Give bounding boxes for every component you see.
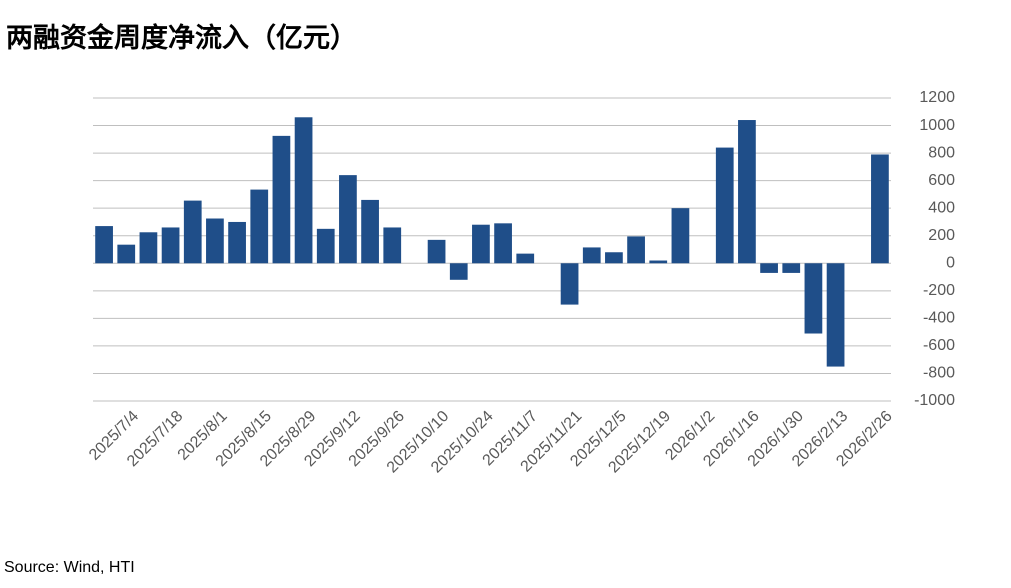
y-tick-label: 1200 [919, 89, 955, 106]
y-tick-label: 0 [946, 254, 955, 271]
bar [826, 263, 845, 367]
bar [183, 200, 202, 264]
bar [316, 228, 335, 264]
y-tick-label: 600 [928, 172, 955, 189]
bar [582, 247, 601, 264]
bar [383, 227, 402, 264]
bar [605, 252, 623, 264]
y-tick-label: 200 [928, 227, 955, 244]
bar [715, 147, 734, 264]
bar [117, 244, 136, 264]
y-tick-label: 800 [928, 144, 955, 161]
source: Source: Wind, HTI [4, 559, 135, 576]
bar [339, 175, 357, 264]
bar [250, 189, 269, 264]
bar [206, 218, 224, 264]
bar [228, 221, 246, 264]
bar [361, 199, 379, 264]
y-tick-label: -800 [923, 365, 955, 382]
y-tick-label: -600 [923, 337, 955, 354]
bar [494, 223, 512, 264]
bar [95, 226, 113, 264]
bar [649, 260, 668, 264]
bar [449, 263, 468, 280]
bar [427, 239, 446, 264]
y-tick-label: -400 [923, 310, 955, 327]
bar [782, 263, 801, 273]
bar [139, 232, 158, 264]
bar [272, 135, 291, 264]
y-tick-label: -200 [923, 282, 955, 299]
bar [516, 253, 535, 264]
bar [671, 208, 690, 264]
bar [560, 263, 579, 305]
bar [472, 224, 490, 264]
bar [627, 236, 645, 264]
bar [738, 120, 756, 264]
bar [804, 263, 823, 334]
bar [871, 154, 889, 264]
y-tick-label: -1000 [914, 392, 955, 409]
chart-title: 两融资金周度净流入（亿元） [6, 22, 357, 53]
bar [760, 263, 778, 273]
y-tick-label: 1000 [919, 117, 955, 134]
bar [294, 117, 313, 264]
bar [161, 227, 180, 264]
y-tick-label: 400 [928, 199, 955, 216]
